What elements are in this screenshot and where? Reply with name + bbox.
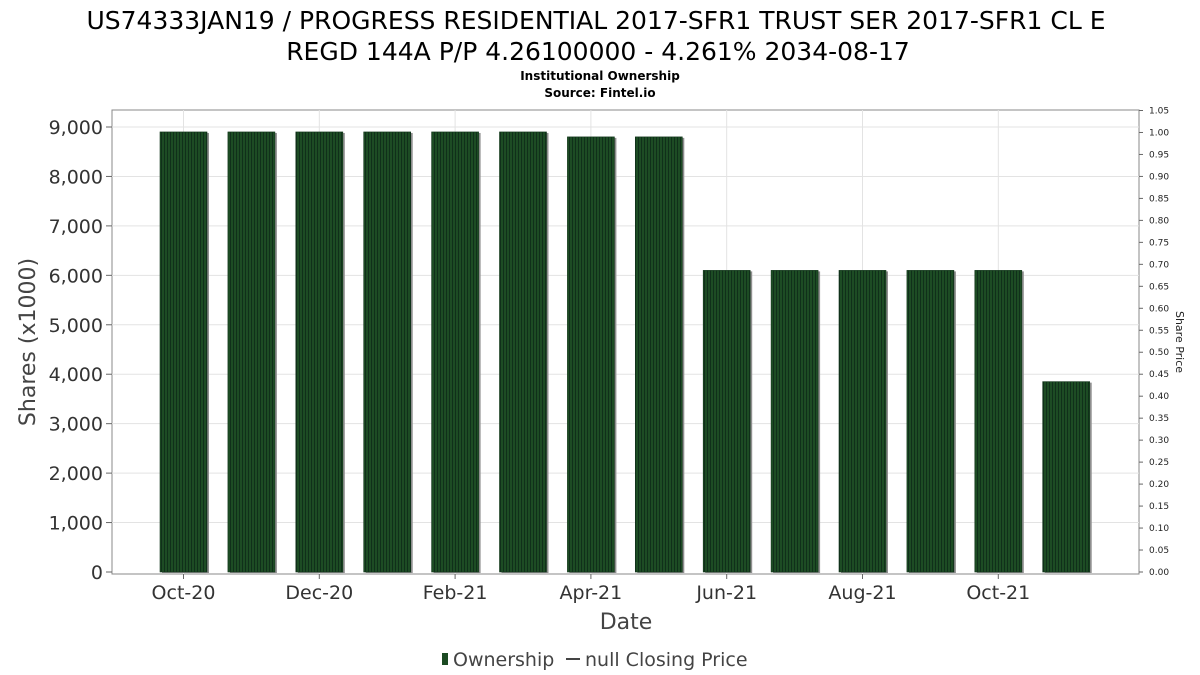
chart-title-line-2: REGD 144A P/P 4.26100000 - 4.261% 2034-0… (286, 37, 910, 66)
y2-tick-label: 0.55 (1149, 326, 1169, 336)
y2-tick-label: 0.70 (1149, 260, 1169, 270)
x-tick-label: Jun-21 (695, 582, 757, 604)
y2-tick-label: 0.90 (1149, 172, 1169, 182)
y2-tick-label: 0.35 (1149, 414, 1169, 424)
bar-ownership (363, 131, 412, 573)
y-tick-label: 3,000 (49, 414, 103, 436)
y-tick-label: 9,000 (49, 117, 103, 139)
y-tick-label: 2,000 (49, 463, 103, 485)
bar-ownership (974, 270, 1023, 573)
y2-tick-label: 0.95 (1149, 150, 1169, 160)
y2-axis-label: Share Price (1173, 311, 1186, 373)
plot-area (111, 109, 1140, 575)
x-tick-label: Oct-21 (966, 582, 1030, 604)
y2-tick-label: 0.25 (1149, 458, 1169, 468)
x-tick-label: Feb-21 (423, 582, 488, 604)
y2-tick-label: 0.05 (1149, 546, 1169, 556)
y2-tick-label: 0.10 (1149, 524, 1169, 534)
bar-ownership (770, 270, 819, 573)
chart-title-line-1: US74333JAN19 / PROGRESS RESIDENTIAL 2017… (86, 6, 1105, 35)
y2-tick-label: 0.45 (1149, 370, 1169, 380)
y2-tick-label: 0.80 (1149, 216, 1169, 226)
y-tick-label: 5,000 (49, 315, 103, 337)
bar-ownership (906, 270, 955, 573)
bar-ownership (567, 136, 615, 573)
bar-ownership (431, 131, 479, 573)
y2-tick-label: 1.05 (1149, 107, 1169, 117)
y2-tick-label: 0.20 (1149, 480, 1169, 490)
x-tick-label: Dec-20 (285, 582, 353, 604)
bar-ownership (1042, 381, 1090, 573)
y2-tick-label: 0.65 (1149, 282, 1169, 292)
y-axis-right-ticks: 0.00 0.05 0.10 0.15 0.20 0.25 0.30 0.35 0.40 0.45… (1139, 107, 1169, 578)
legend: Ownership null Closing Price (442, 649, 748, 671)
bar-ownership (227, 131, 276, 573)
chart-subtitle-line-2: Source: Fintel.io (544, 86, 655, 100)
x-tick-label: Aug-21 (828, 582, 896, 604)
bar-ownership (159, 131, 208, 573)
bar-ownership (634, 136, 683, 573)
y-axis-label: Shares (x1000) (16, 258, 41, 426)
y2-tick-label: 0.85 (1149, 194, 1169, 204)
bar-series-ownership (159, 131, 1092, 573)
x-axis-ticks: Oct-20 Dec-20 Feb-21 Apr-21 Jun-21 Aug-21 Oct-… (152, 574, 1030, 604)
y-tick-label: 4,000 (49, 364, 103, 386)
x-tick-label: Oct-20 (152, 582, 216, 604)
y-tick-label: 8,000 (49, 166, 103, 188)
y2-tick-label: 0.75 (1149, 238, 1169, 248)
y2-tick-label: 0.50 (1149, 348, 1169, 358)
bar-ownership (295, 131, 344, 573)
legend-ownership-label: Ownership (453, 649, 554, 671)
legend-ownership-swatch (442, 653, 448, 665)
bar-ownership (499, 131, 547, 573)
y-tick-label: 7,000 (49, 216, 103, 238)
y-tick-label: 6,000 (49, 265, 103, 287)
y2-tick-label: 0.00 (1149, 568, 1169, 578)
y-tick-label: 0 (91, 562, 103, 584)
y2-tick-label: 0.15 (1149, 502, 1169, 512)
bar-ownership (838, 270, 887, 573)
y2-tick-label: 0.30 (1149, 436, 1169, 446)
legend-price-label: null Closing Price (585, 649, 748, 671)
bar-ownership (702, 270, 751, 573)
x-axis-label: Date (600, 610, 653, 635)
y-tick-label: 1,000 (49, 513, 103, 535)
chart-subtitle-line-1: Institutional Ownership (520, 69, 680, 83)
y2-tick-label: 0.40 (1149, 392, 1169, 402)
y2-tick-label: 1.00 (1149, 128, 1169, 138)
y-axis-left-ticks: 0 1,000 2,000 3,000 4,000 5,000 6,000 7,000 8,00… (49, 117, 112, 584)
y2-tick-label: 0.60 (1149, 304, 1169, 314)
x-tick-label: Apr-21 (560, 582, 623, 604)
